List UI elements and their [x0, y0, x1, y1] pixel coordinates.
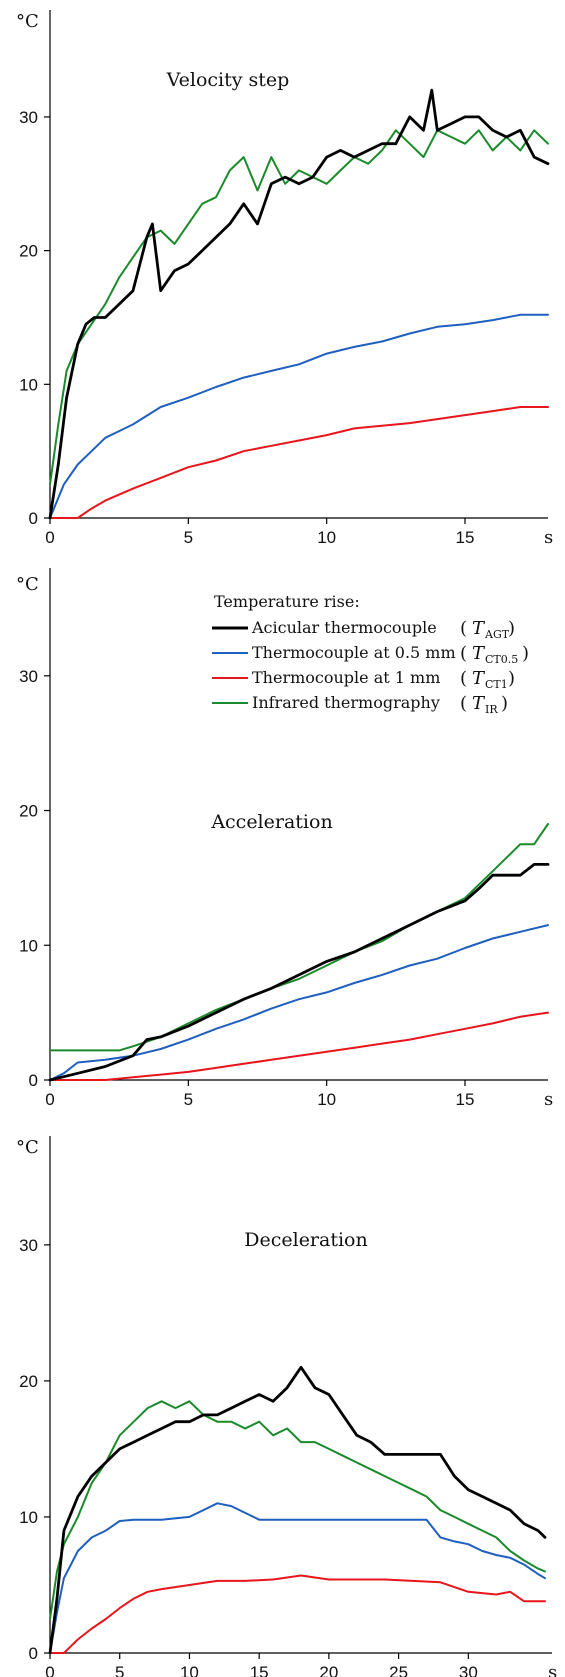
y-tick-label: 20: [19, 802, 38, 821]
y-tick-label: 20: [19, 1372, 38, 1391]
y-tick-label: 20: [19, 242, 38, 261]
legend-subscript: AGT: [484, 628, 510, 641]
legend-close-paren: ): [508, 618, 515, 639]
series-line-infrared-thermography: [49, 823, 549, 1052]
deceleration-panel: 0 10 20 30 0 5 10 15 20 25 30 °C s Deceleration: [16, 1136, 557, 1677]
series-line-thermocouple-at-1-mm: [49, 1574, 546, 1654]
x-tick-label: 5: [184, 1090, 193, 1109]
x-tick-label: 15: [456, 1090, 475, 1109]
series-line-acicular-thermocouple: [48, 1365, 547, 1655]
x-tick-label: 25: [389, 1663, 408, 1677]
series-line-thermocouple-at-0-5-mm: [49, 1502, 546, 1654]
x-tick-label: 20: [319, 1663, 338, 1677]
x-tick-label: 10: [180, 1663, 199, 1677]
x-tick-label: 5: [184, 528, 193, 547]
x-tick-label: 10: [317, 528, 336, 547]
series-line-thermocouple-at-0-5-mm: [49, 924, 549, 1081]
series-line-acicular-thermocouple: [48, 863, 550, 1082]
legend-close-paren: ): [508, 668, 515, 689]
series-line-infrared-thermography: [49, 1400, 546, 1620]
legend-label: Thermocouple at 1 mm: [252, 668, 440, 687]
x-tick-label: 0: [45, 1090, 54, 1109]
series-line-thermocouple-at-1-mm: [49, 1011, 549, 1081]
series-line-infrared-thermography: [49, 129, 549, 486]
legend: Temperature rise:Acicular thermocouple(T…: [212, 592, 529, 716]
y-unit-label: °C: [16, 574, 39, 595]
y-tick-label: 0: [29, 1644, 38, 1663]
series-line-thermocouple-at-1-mm: [49, 406, 549, 519]
y-tick-label: 0: [29, 509, 38, 528]
y-tick-label: 10: [19, 375, 38, 394]
legend-subscript: IR: [485, 703, 498, 716]
y-unit-label: °C: [16, 11, 39, 32]
legend-symbol: T: [472, 618, 486, 639]
legend-label: Thermocouple at 0.5 mm: [252, 643, 456, 662]
x-tick-label: 10: [317, 1090, 336, 1109]
y-tick-label: 30: [19, 108, 38, 127]
x-tick-label: 5: [115, 1663, 124, 1677]
legend-close-paren: ): [501, 693, 508, 714]
legend-heading: Temperature rise:: [214, 592, 360, 611]
y-tick-label: 10: [19, 936, 38, 955]
series-line-thermocouple-at-0-5-mm: [49, 313, 549, 519]
legend-subscript: CT0.5: [485, 653, 518, 666]
legend-label: Infrared thermography: [252, 693, 440, 712]
x-tick-label: 0: [45, 528, 54, 547]
x-unit-label: s: [544, 527, 553, 548]
legend-symbol: T: [472, 643, 486, 664]
legend-open-paren: (: [460, 643, 467, 664]
y-tick-label: 30: [19, 1236, 38, 1255]
acceleration-panel: 0 10 20 30 0 5 10 15 °C s Acceleration Temperature …: [16, 568, 553, 1110]
legend-open-paren: (: [460, 618, 467, 639]
legend-subscript: CT1: [485, 678, 508, 691]
y-tick-label: 10: [19, 1508, 38, 1527]
legend-close-paren: ): [522, 643, 529, 664]
panel-title: Deceleration: [244, 1229, 367, 1251]
x-tick-label: 15: [250, 1663, 269, 1677]
legend-open-paren: (: [460, 693, 467, 714]
legend-label: Acicular thermocouple: [251, 618, 437, 637]
x-tick-label: 0: [45, 1663, 54, 1677]
y-tick-label: 30: [19, 667, 38, 686]
x-tick-label: 15: [456, 528, 475, 547]
panel-title: Velocity step: [166, 69, 290, 91]
panel-title: Acceleration: [210, 811, 332, 833]
velocity-step-panel: 0 10 20 30 0 5 10 15 °C s Velocity step: [16, 10, 553, 548]
legend-symbol: T: [472, 668, 486, 689]
x-unit-label: s: [544, 1089, 553, 1110]
y-unit-label: °C: [16, 1137, 39, 1158]
legend-open-paren: (: [460, 668, 467, 689]
legend-symbol: T: [472, 693, 486, 714]
y-tick-label: 0: [29, 1071, 38, 1090]
x-tick-label: 30: [459, 1663, 478, 1677]
series-line-acicular-thermocouple: [48, 88, 550, 520]
x-unit-label: s: [548, 1662, 557, 1677]
